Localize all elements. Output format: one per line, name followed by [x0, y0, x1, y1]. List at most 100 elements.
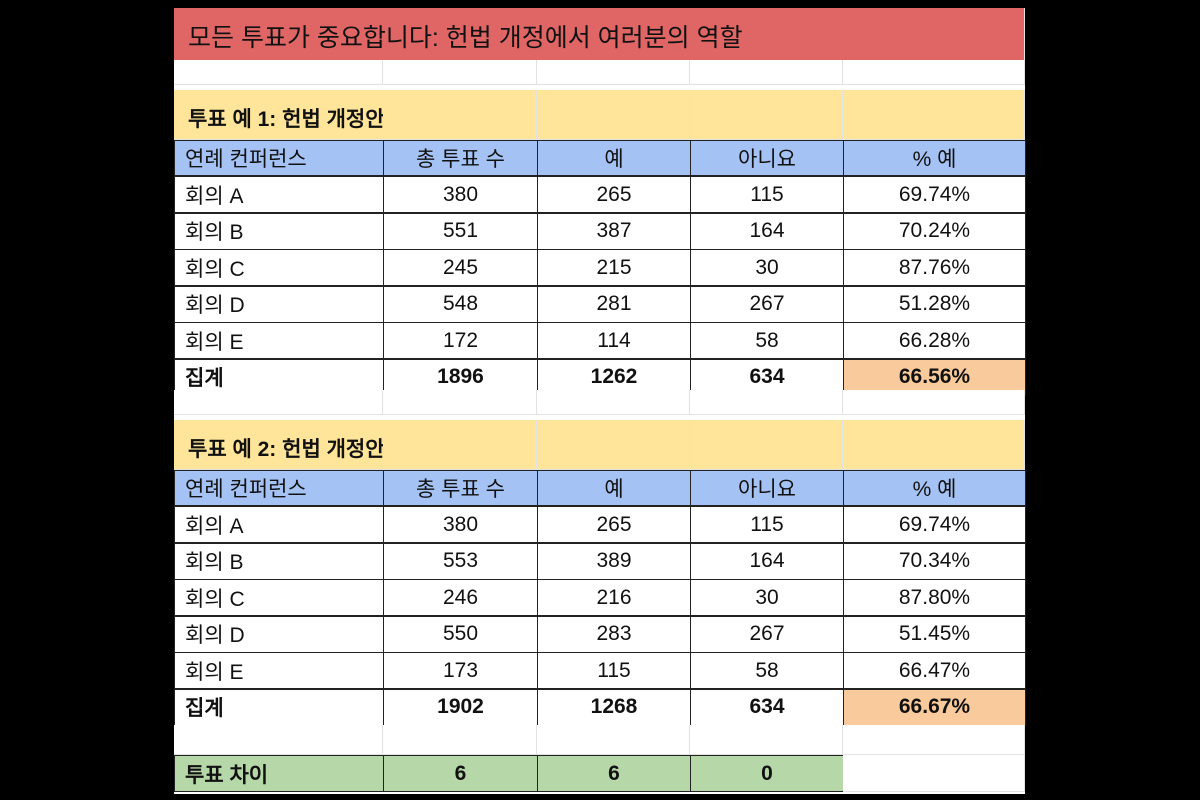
cell: 265	[537, 176, 691, 213]
difference-value: 6	[383, 755, 538, 792]
cell: 회의 C	[174, 249, 384, 286]
cell: 115	[537, 652, 691, 689]
header-cell: 예	[537, 140, 691, 176]
cell: 246	[383, 579, 538, 616]
caption-bg	[537, 420, 690, 470]
cell: 550	[383, 615, 538, 653]
cell: 69.74%	[843, 506, 1026, 543]
cell: 66.28%	[843, 322, 1026, 359]
header-cell: 연례 컨퍼런스	[174, 470, 384, 506]
cell: 267	[690, 615, 844, 653]
header-cell: 연례 컨퍼런스	[174, 140, 384, 176]
difference-value: 6	[537, 755, 691, 792]
cell: 회의 A	[174, 176, 384, 213]
cell: 회의 D	[174, 615, 384, 653]
cell: 69.74%	[843, 176, 1026, 213]
cell: 회의 E	[174, 322, 384, 359]
cell: 389	[537, 542, 691, 580]
caption-bg	[690, 420, 843, 470]
cell	[383, 390, 537, 415]
cell: 216	[537, 579, 691, 616]
header-cell: 총 투표 수	[383, 470, 538, 506]
cell: 회의 B	[174, 542, 384, 580]
cell: 553	[383, 542, 538, 580]
cell: 380	[383, 506, 538, 543]
cell: 215	[537, 249, 691, 286]
total-cell: 1902	[383, 688, 538, 726]
cell: 30	[690, 249, 844, 286]
cell	[537, 725, 690, 755]
total-cell: 66.67%	[843, 688, 1026, 726]
cell: 387	[537, 212, 691, 250]
total-cell: 66.56%	[843, 358, 1026, 396]
cell: 281	[537, 285, 691, 323]
cell	[843, 60, 1025, 85]
header-cell: 아니요	[690, 470, 844, 506]
caption-bg	[537, 90, 690, 140]
cell: 66.47%	[843, 652, 1026, 689]
cell	[690, 390, 843, 415]
cell: 회의 A	[174, 506, 384, 543]
cell	[843, 390, 1025, 415]
caption-bg	[383, 420, 537, 470]
cell: 267	[690, 285, 844, 323]
cell	[843, 755, 1025, 792]
cell: 114	[537, 322, 691, 359]
cell	[690, 60, 843, 85]
header-cell: 아니요	[690, 140, 844, 176]
header-cell: % 예	[843, 470, 1026, 506]
cell: 58	[690, 652, 844, 689]
cell	[174, 725, 383, 755]
cell: 173	[383, 652, 538, 689]
total-cell: 1268	[537, 688, 691, 726]
cell: 30	[690, 579, 844, 616]
cell: 172	[383, 322, 538, 359]
cell: 회의 C	[174, 579, 384, 616]
cell: 265	[537, 506, 691, 543]
cell: 87.80%	[843, 579, 1026, 616]
cell	[537, 390, 690, 415]
cell	[174, 390, 383, 415]
cell: 245	[383, 249, 538, 286]
difference-value: 0	[690, 755, 844, 792]
caption: 투표 예 1: 헌법 개정안 미채택	[174, 90, 448, 140]
cell	[690, 725, 843, 755]
cell: 548	[383, 285, 538, 323]
cell: 115	[690, 506, 844, 543]
caption-bg	[690, 90, 843, 140]
caption-bg	[383, 90, 537, 140]
cell: 회의 E	[174, 652, 384, 689]
cell: 283	[537, 615, 691, 653]
cell: 70.24%	[843, 212, 1026, 250]
cell: 164	[690, 212, 844, 250]
cell: 70.34%	[843, 542, 1026, 580]
cell: 87.76%	[843, 249, 1026, 286]
cell	[537, 60, 690, 85]
cell	[383, 60, 537, 85]
cell: 164	[690, 542, 844, 580]
title: 모든 투표가 중요합니다: 헌법 개정에서 여러분의 역할	[174, 8, 1025, 65]
caption: 투표 예 2: 헌법 개정안 채택	[174, 420, 429, 470]
cell	[174, 60, 383, 85]
cell: 115	[690, 176, 844, 213]
total-cell: 집계	[174, 358, 384, 396]
cell	[843, 725, 1025, 755]
cell: 회의 D	[174, 285, 384, 323]
cell	[383, 725, 537, 755]
difference-label: 투표 차이	[174, 755, 384, 792]
cell: 58	[690, 322, 844, 359]
caption-bg	[843, 90, 1025, 140]
total-cell: 집계	[174, 688, 384, 726]
cell: 51.28%	[843, 285, 1026, 323]
cell: 551	[383, 212, 538, 250]
total-cell: 1262	[537, 358, 691, 396]
cell: 51.45%	[843, 615, 1026, 653]
total-cell: 634	[690, 688, 844, 726]
header-cell: % 예	[843, 140, 1026, 176]
caption-bg	[843, 420, 1025, 470]
cell: 회의 B	[174, 212, 384, 250]
cell: 380	[383, 176, 538, 213]
header-cell: 예	[537, 470, 691, 506]
